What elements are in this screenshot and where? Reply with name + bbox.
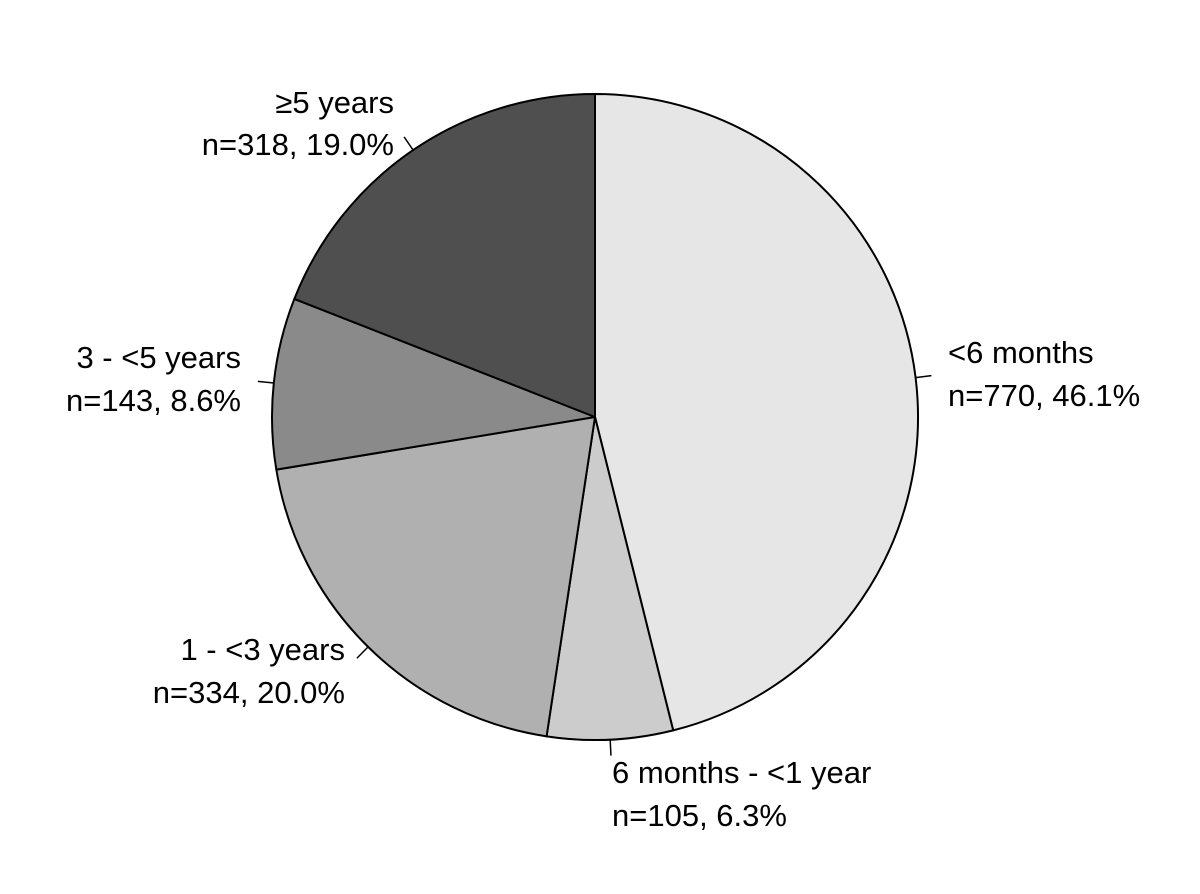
pie-slice-1-lt-3-years (275, 416, 596, 738)
slice-label-lt-6-months: <6 months (948, 335, 1094, 370)
leader-line-1-lt-3-years (356, 646, 369, 659)
slice-value-label-ge-5-years: n=318, 19.0% (202, 127, 394, 162)
slice-label-1-lt-3-years: 1 - <3 years (180, 632, 345, 667)
leader-line-6-months-lt-1-year (609, 739, 612, 756)
leader-line-3-lt-5-years (257, 380, 274, 384)
pie-slice-3-lt-5-years (271, 297, 596, 471)
pie-slice-6-months-lt-1-year (545, 416, 675, 741)
slice-label-6-months-lt-1-year: 6 months - <1 year (612, 755, 871, 790)
pie-slices (271, 93, 919, 741)
slice-value-label-1-lt-3-years: n=334, 20.0% (153, 675, 345, 710)
slice-value-label-3-lt-5-years: n=143, 8.6% (66, 383, 241, 418)
slice-labels: <6 months n=770, 46.1% 6 months - <1 year n… (66, 85, 1140, 833)
slice-label-3-lt-5-years: 3 - <5 years (76, 340, 241, 375)
slice-label-ge-5-years: ≥5 years (275, 85, 394, 120)
leader-line-lt-6-months (915, 374, 932, 379)
label-leader-lines (257, 136, 932, 756)
slice-value-label-6-months-lt-1-year: n=105, 6.3% (612, 798, 787, 833)
leader-line-ge-5-years (403, 136, 414, 151)
pie-slice-lt-6-months (594, 93, 919, 732)
slice-value-label-lt-6-months: n=770, 46.1% (948, 378, 1140, 413)
